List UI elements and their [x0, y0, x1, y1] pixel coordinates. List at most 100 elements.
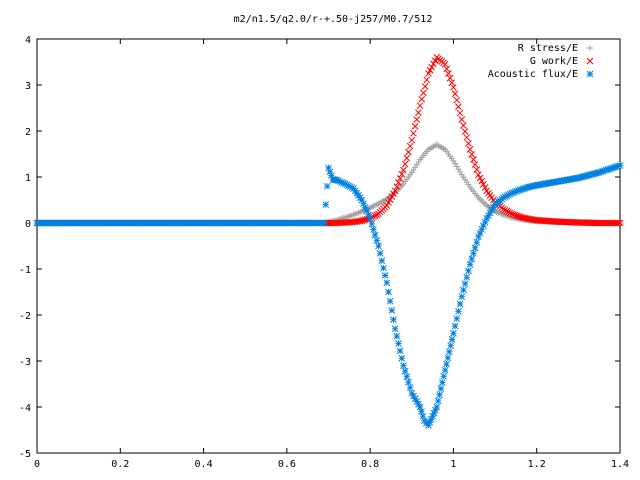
data-point [441, 60, 449, 68]
data-point [476, 174, 484, 182]
data-point [320, 219, 328, 227]
y-tick-label: 0 [25, 219, 31, 230]
data-point [466, 261, 474, 268]
data-point [416, 102, 424, 110]
data-point [443, 360, 450, 368]
legend-marker [586, 57, 594, 65]
data-point [466, 146, 474, 153]
data-point [390, 316, 397, 323]
chart-title: m2/n1.5/q2.0/r-+.50-j257/M0.7/512 [234, 14, 433, 25]
data-point [403, 154, 411, 162]
data-point [322, 201, 330, 208]
data-point [375, 242, 382, 250]
data-point [458, 116, 466, 123]
y-tick-label: -4 [19, 403, 31, 414]
data-point [411, 123, 419, 130]
data-point [451, 322, 459, 330]
x-tick-label: 1.4 [611, 459, 629, 470]
data-point [400, 362, 407, 369]
data-point [465, 267, 472, 275]
y-tick-label: -3 [19, 357, 31, 368]
data-point [468, 255, 476, 263]
data-point [436, 391, 443, 399]
data-point [371, 231, 379, 239]
y-tick-label: 4 [25, 35, 31, 46]
data-point [388, 307, 396, 314]
data-point [473, 166, 481, 173]
legend-marker [587, 45, 593, 51]
data-point [448, 79, 456, 87]
data-point [406, 384, 414, 392]
data-point [471, 161, 479, 168]
data-point [393, 183, 401, 191]
data-point [501, 206, 509, 214]
data-point [500, 205, 507, 213]
data-point [470, 156, 477, 163]
x-tick-label: 0.8 [361, 459, 379, 470]
data-point [410, 129, 417, 137]
data-point [451, 90, 459, 98]
plot-frame [36, 38, 621, 454]
data-point [419, 412, 427, 420]
legend-marker [586, 70, 594, 78]
data-point [461, 280, 469, 288]
data-point [476, 229, 484, 237]
data-point [445, 348, 453, 356]
data-point [385, 288, 392, 296]
data-point [368, 220, 376, 228]
data-point [400, 166, 407, 174]
y-tick-label: 1 [25, 173, 31, 184]
data-point [401, 367, 409, 375]
legend: R stress/E G work/E Acoustic flux/E [488, 43, 594, 80]
data-point [405, 148, 412, 156]
data-point [461, 128, 469, 135]
legend-label: G work/E [530, 56, 578, 67]
data-point [463, 273, 471, 281]
data-point [592, 219, 600, 227]
data-point [475, 171, 482, 179]
data-point [396, 175, 404, 182]
data-point [401, 160, 409, 168]
data-point [428, 63, 436, 71]
data-point [465, 140, 472, 147]
axis-ticks: 0 0.2 0.4 0.6 0.8 1 1.2 1.4 4 3 2 1 0 -1 -2 -3 -4 -5 [19, 35, 629, 470]
y-tick-label: -1 [19, 265, 31, 276]
data-point [433, 403, 441, 411]
data-point [398, 354, 406, 362]
y-tick-label: -2 [19, 311, 31, 322]
data-point [468, 151, 476, 158]
data-point [481, 184, 489, 191]
data-point [443, 65, 451, 73]
data-point [325, 164, 332, 172]
data-point [445, 70, 452, 77]
data-point [395, 340, 402, 347]
data-point [463, 134, 471, 141]
data-point [437, 385, 445, 392]
x-tick-label: 0.6 [278, 459, 296, 470]
data-point [391, 187, 399, 195]
data-point [421, 83, 429, 90]
data-point [383, 279, 391, 287]
data-point [503, 207, 511, 215]
x-tick-label: 0.2 [111, 459, 129, 470]
data-point [408, 136, 416, 144]
data-point [405, 378, 412, 386]
data-point [448, 336, 456, 343]
x-tick-label: 1 [450, 459, 456, 470]
data-point [413, 116, 421, 123]
data-point [415, 109, 422, 116]
data-point [380, 264, 387, 272]
y-tick-label: -5 [19, 449, 31, 460]
data-point [403, 373, 411, 380]
data-point [455, 103, 462, 110]
data-point [376, 250, 384, 257]
data-point [440, 372, 448, 380]
data-point [391, 325, 399, 333]
data-point [471, 244, 479, 252]
data-point [425, 70, 432, 77]
y-tick-label: 2 [25, 127, 31, 138]
data-point [373, 237, 381, 244]
data-point [438, 379, 446, 386]
x-tick-label: 1.2 [528, 459, 546, 470]
